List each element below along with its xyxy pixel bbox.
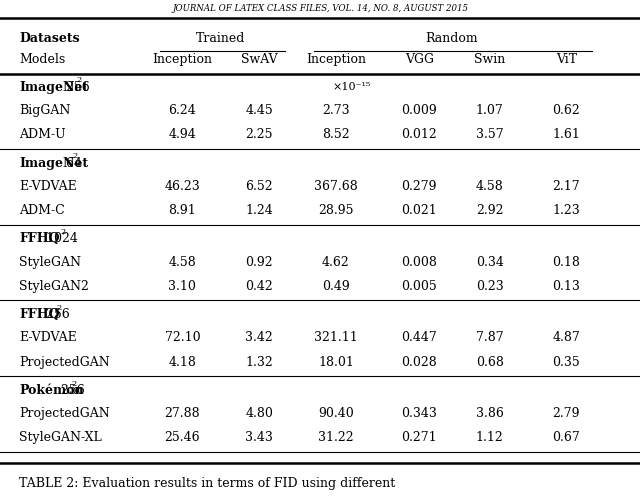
Text: 27.88: 27.88 <box>164 406 200 419</box>
Text: TABLE 2: Evaluation results in terms of FID using different: TABLE 2: Evaluation results in terms of … <box>19 476 396 489</box>
Text: Datasets: Datasets <box>19 32 80 45</box>
Text: 0.343: 0.343 <box>401 406 437 419</box>
Text: 3.86: 3.86 <box>476 406 504 419</box>
Text: 4.62: 4.62 <box>322 255 350 268</box>
Text: StyleGAN2: StyleGAN2 <box>19 280 89 292</box>
Text: 0.67: 0.67 <box>552 431 580 443</box>
Text: 256: 256 <box>61 81 90 94</box>
Text: 0.008: 0.008 <box>401 255 437 268</box>
Text: Inception: Inception <box>152 53 212 66</box>
Text: 2: 2 <box>56 303 62 311</box>
Text: 0.18: 0.18 <box>552 255 580 268</box>
Text: FFHQ: FFHQ <box>19 232 60 245</box>
Text: 6.24: 6.24 <box>168 104 196 117</box>
Text: 7.87: 7.87 <box>476 331 504 344</box>
Text: 1.32: 1.32 <box>245 355 273 368</box>
Text: StyleGAN-XL: StyleGAN-XL <box>19 431 102 443</box>
Text: 72.10: 72.10 <box>164 331 200 344</box>
Text: 4.87: 4.87 <box>552 331 580 344</box>
Text: 367.68: 367.68 <box>314 179 358 192</box>
Text: 0.271: 0.271 <box>401 431 437 443</box>
Text: 0.34: 0.34 <box>476 255 504 268</box>
Text: 2: 2 <box>77 76 82 84</box>
Text: 0.028: 0.028 <box>401 355 437 368</box>
Text: 0.447: 0.447 <box>401 331 437 344</box>
Text: BigGAN: BigGAN <box>19 104 70 117</box>
Text: Trained: Trained <box>196 32 246 45</box>
Text: ProjectedGAN: ProjectedGAN <box>19 355 110 368</box>
Text: 1024: 1024 <box>42 232 77 245</box>
Text: 0.49: 0.49 <box>322 280 350 292</box>
Text: 0.35: 0.35 <box>552 355 580 368</box>
Text: 28.95: 28.95 <box>318 204 354 216</box>
Text: 3.42: 3.42 <box>245 331 273 344</box>
Text: 25.46: 25.46 <box>164 431 200 443</box>
Text: 2.92: 2.92 <box>476 204 503 216</box>
Text: 2.73: 2.73 <box>322 104 350 117</box>
Text: 2: 2 <box>73 152 78 160</box>
Text: 0.009: 0.009 <box>401 104 437 117</box>
Text: 0.021: 0.021 <box>401 204 437 216</box>
Text: 0.62: 0.62 <box>552 104 580 117</box>
Text: 8.52: 8.52 <box>322 128 350 141</box>
Text: ViT: ViT <box>556 53 577 66</box>
Text: 0.42: 0.42 <box>245 280 273 292</box>
Text: 256: 256 <box>42 308 70 321</box>
Text: ProjectedGAN: ProjectedGAN <box>19 406 110 419</box>
Text: 2: 2 <box>60 227 65 235</box>
Text: 3.57: 3.57 <box>476 128 504 141</box>
Text: 0.279: 0.279 <box>401 179 437 192</box>
Text: Swin: Swin <box>474 53 505 66</box>
Text: 1.61: 1.61 <box>552 128 580 141</box>
Text: 0.23: 0.23 <box>476 280 504 292</box>
Text: 4.80: 4.80 <box>245 406 273 419</box>
Text: Models: Models <box>19 53 65 66</box>
Text: Inception: Inception <box>306 53 366 66</box>
Text: 8.91: 8.91 <box>168 204 196 216</box>
Text: 46.23: 46.23 <box>164 179 200 192</box>
Text: ImageNet: ImageNet <box>19 156 88 169</box>
Text: E-VDVAE: E-VDVAE <box>19 331 77 344</box>
Text: 1.24: 1.24 <box>245 204 273 216</box>
Text: 0.005: 0.005 <box>401 280 437 292</box>
Text: Random: Random <box>425 32 477 45</box>
Text: 3.43: 3.43 <box>245 431 273 443</box>
Text: 1.07: 1.07 <box>476 104 504 117</box>
Text: 4.18: 4.18 <box>168 355 196 368</box>
Text: 2: 2 <box>72 379 77 387</box>
Text: 6.52: 6.52 <box>245 179 273 192</box>
Text: SwAV: SwAV <box>241 53 278 66</box>
Text: 1.12: 1.12 <box>476 431 504 443</box>
Text: 2.79: 2.79 <box>553 406 580 419</box>
Text: 18.01: 18.01 <box>318 355 354 368</box>
Text: 256: 256 <box>57 383 84 396</box>
Text: 3.10: 3.10 <box>168 280 196 292</box>
Text: 64: 64 <box>61 156 82 169</box>
Text: 4.58: 4.58 <box>476 179 504 192</box>
Text: JOURNAL OF LATEX CLASS FILES, VOL. 14, NO. 8, AUGUST 2015: JOURNAL OF LATEX CLASS FILES, VOL. 14, N… <box>172 4 468 13</box>
Text: 0.012: 0.012 <box>401 128 437 141</box>
Text: 0.92: 0.92 <box>245 255 273 268</box>
Text: 2.25: 2.25 <box>246 128 273 141</box>
Text: 4.45: 4.45 <box>245 104 273 117</box>
Text: VGG: VGG <box>404 53 434 66</box>
Text: 90.40: 90.40 <box>318 406 354 419</box>
Text: 31.22: 31.22 <box>318 431 354 443</box>
Text: 0.13: 0.13 <box>552 280 580 292</box>
Text: FFHQ: FFHQ <box>19 308 60 321</box>
Text: Pokémon: Pokémon <box>19 383 84 396</box>
Text: 2.17: 2.17 <box>552 179 580 192</box>
Text: 321.11: 321.11 <box>314 331 358 344</box>
Text: ×10⁻¹⁵: ×10⁻¹⁵ <box>333 82 371 92</box>
Text: 1.23: 1.23 <box>552 204 580 216</box>
Text: 4.58: 4.58 <box>168 255 196 268</box>
Text: 4.94: 4.94 <box>168 128 196 141</box>
Text: E-VDVAE: E-VDVAE <box>19 179 77 192</box>
Text: ADM-C: ADM-C <box>19 204 65 216</box>
Text: ImageNet: ImageNet <box>19 81 88 94</box>
Text: StyleGAN: StyleGAN <box>19 255 81 268</box>
Text: ADM-U: ADM-U <box>19 128 66 141</box>
Text: 0.68: 0.68 <box>476 355 504 368</box>
